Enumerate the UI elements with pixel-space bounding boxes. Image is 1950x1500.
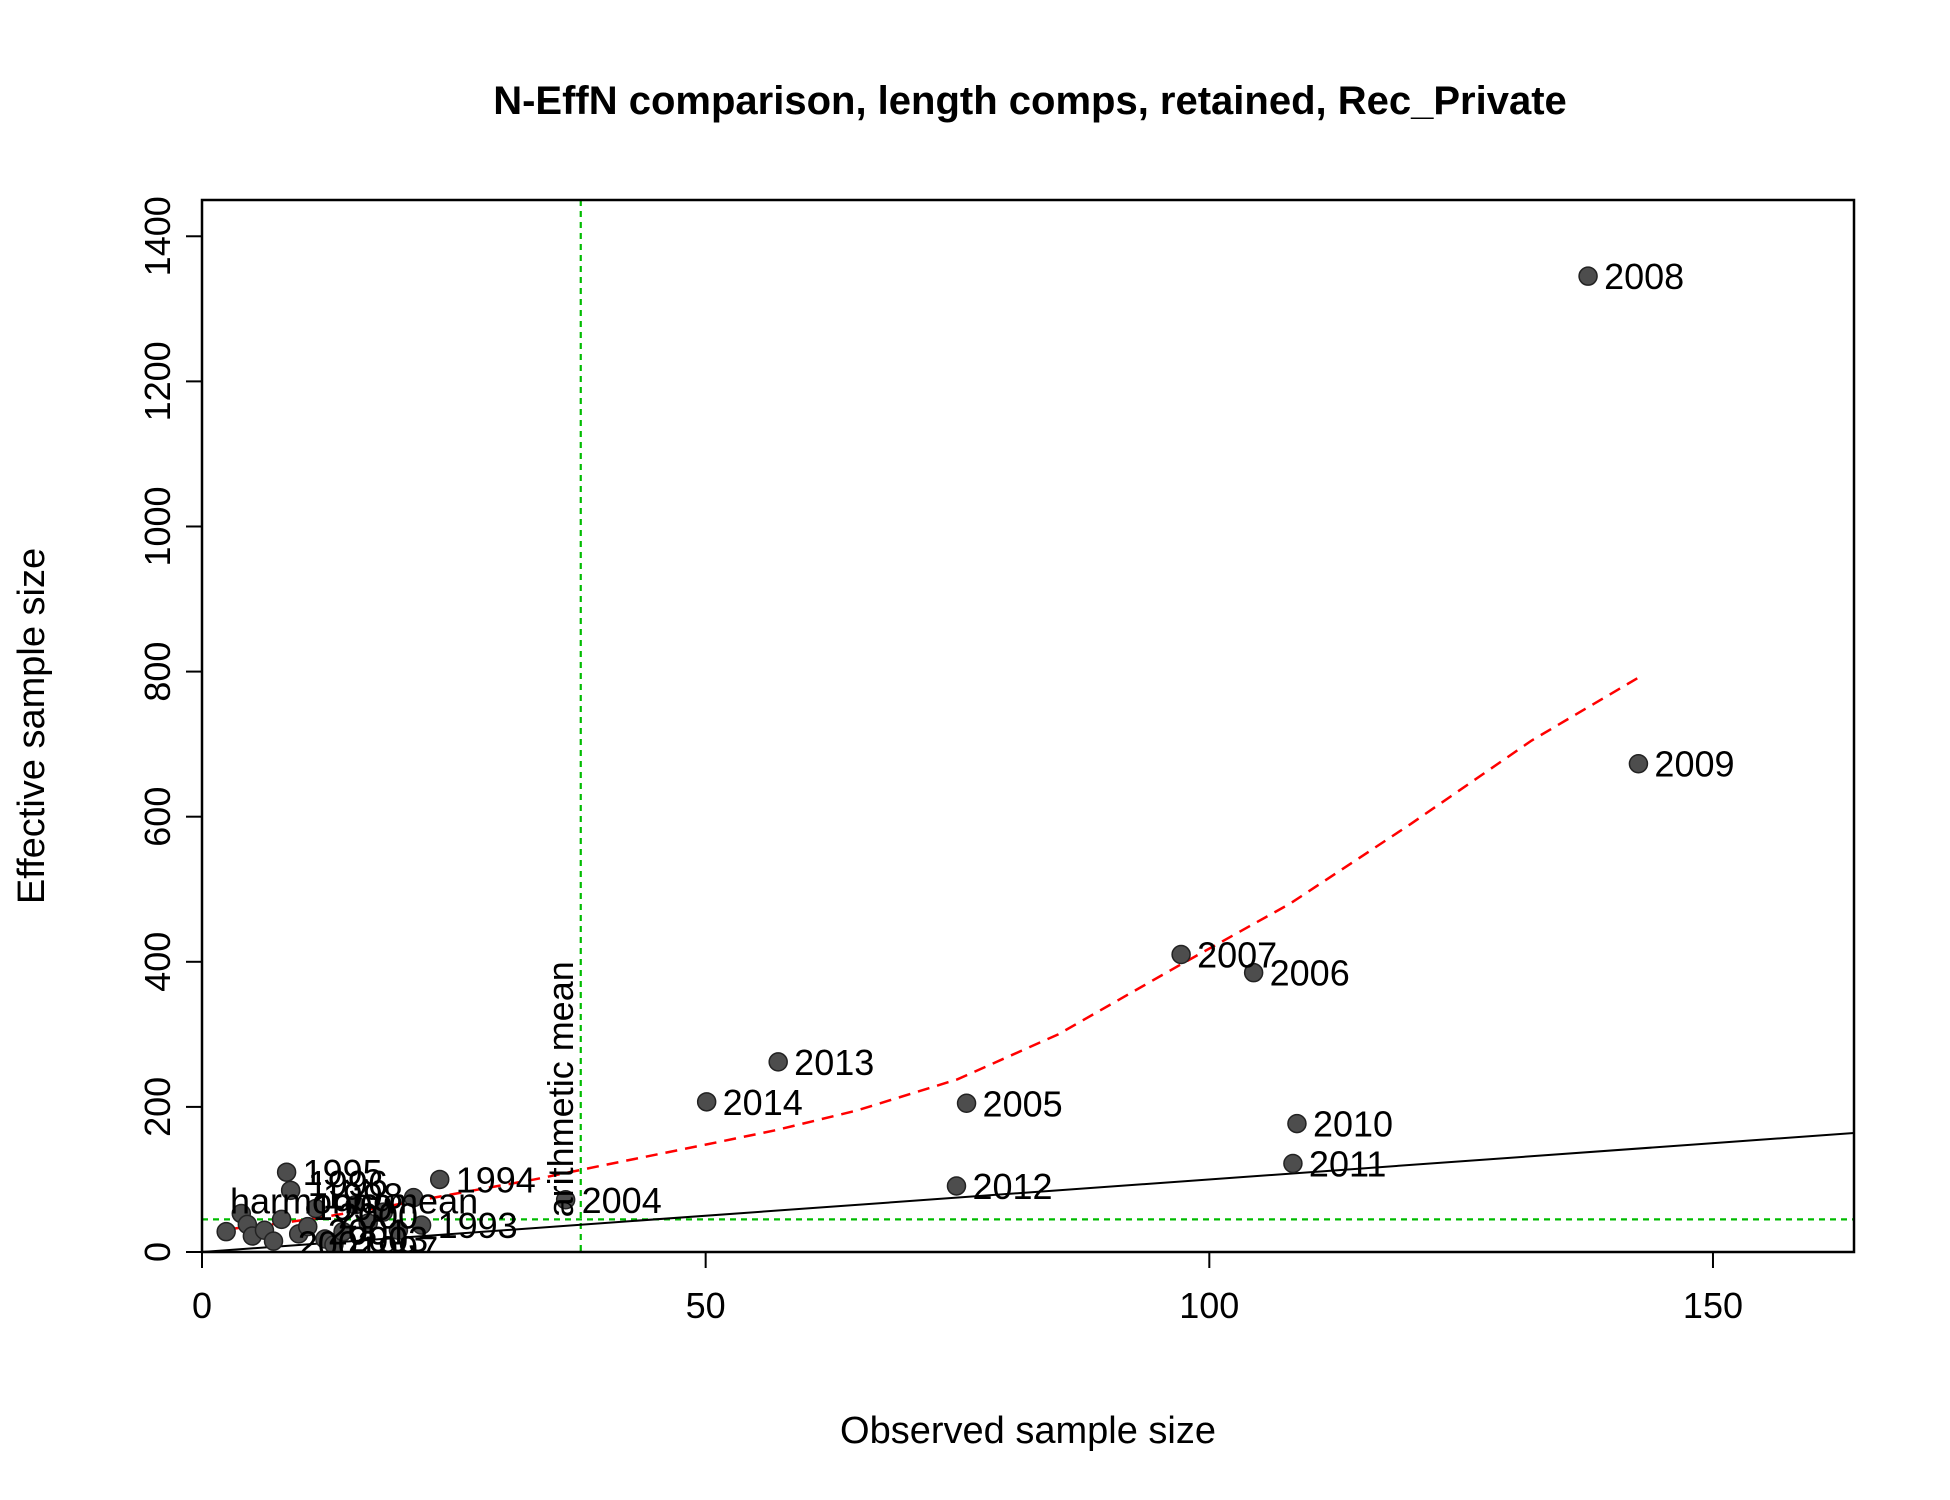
data-point — [271, 1209, 292, 1230]
data-point — [768, 1052, 788, 1072]
point-label: 1998 — [323, 1175, 403, 1216]
data-point — [276, 1162, 297, 1182]
point-label: 2010 — [1313, 1104, 1393, 1145]
data-point — [403, 1187, 424, 1208]
data-point — [263, 1231, 284, 1251]
data-point — [696, 1092, 717, 1112]
chart-title: N-EffN comparison, length comps, retaine… — [493, 79, 1567, 123]
point-label: 2007 — [1197, 935, 1277, 976]
data-point — [1287, 1113, 1307, 1134]
point-label: 2004 — [582, 1180, 662, 1221]
data-point — [333, 1221, 353, 1242]
y-tick-label: 200 — [137, 1077, 178, 1137]
y-tick-label: 800 — [137, 642, 178, 702]
data-point — [1283, 1153, 1303, 1174]
point-label: 2006 — [1270, 953, 1350, 994]
data-point — [306, 1198, 326, 1219]
one-to-one-line — [202, 1132, 1854, 1252]
point-label: 2009 — [1654, 744, 1734, 785]
data-point — [1578, 266, 1598, 286]
y-axis-label: Effective sample size — [11, 548, 53, 904]
point-label: 1995 — [303, 1152, 383, 1193]
data-point — [345, 1195, 365, 1215]
x-axis-label: Observed sample size — [840, 1410, 1216, 1452]
data-point — [1243, 962, 1264, 983]
point-label: 2012 — [972, 1166, 1052, 1207]
y-tick-label: 1400 — [137, 196, 178, 276]
point-label: 2001 — [328, 1212, 408, 1253]
point-label: 2008 — [1604, 256, 1684, 297]
y-tick-label: 0 — [137, 1242, 178, 1262]
smoother-line — [232, 674, 1644, 1231]
point-label: 2011 — [1309, 1143, 1386, 1184]
data-point — [373, 1202, 394, 1222]
arithmetic-mean-label: arithmetic mean — [540, 961, 581, 1217]
y-tick-label: 600 — [137, 787, 178, 847]
data-point — [358, 1213, 378, 1233]
data-point — [429, 1169, 450, 1190]
x-tick-label: 100 — [1179, 1285, 1239, 1326]
data-point — [1628, 753, 1649, 774]
x-tick-label: 50 — [686, 1285, 726, 1326]
x-tick-label: 150 — [1683, 1285, 1743, 1326]
point-label: 2013 — [794, 1042, 874, 1083]
data-point — [555, 1190, 576, 1210]
point-label: 2003 — [348, 1219, 428, 1260]
point-label: 1993 — [438, 1205, 518, 1246]
point-label: 2014 — [723, 1082, 803, 1123]
data-point — [388, 1220, 409, 1240]
point-label: 1997 — [358, 1228, 438, 1269]
point-label: 1994 — [456, 1159, 536, 1200]
harmonic-mean-label: harmonic mean — [230, 1180, 478, 1221]
data-point — [216, 1221, 236, 1242]
data-point — [946, 1176, 967, 1196]
data-point — [1171, 944, 1191, 965]
point-label: 2000 — [338, 1196, 418, 1237]
point-label: 2005 — [983, 1083, 1063, 1124]
y-tick-label: 1200 — [137, 341, 178, 421]
point-label: 2002 — [298, 1223, 378, 1264]
data-point — [280, 1180, 301, 1201]
x-tick-label: 0 — [192, 1285, 212, 1326]
y-tick-label: 400 — [137, 932, 178, 992]
data-point — [956, 1093, 977, 1114]
data-point — [298, 1216, 318, 1237]
y-tick-label: 1000 — [137, 486, 178, 566]
point-label: 1996 — [308, 1163, 388, 1204]
point-label: 1999 — [313, 1187, 393, 1228]
data-point — [411, 1215, 432, 1235]
